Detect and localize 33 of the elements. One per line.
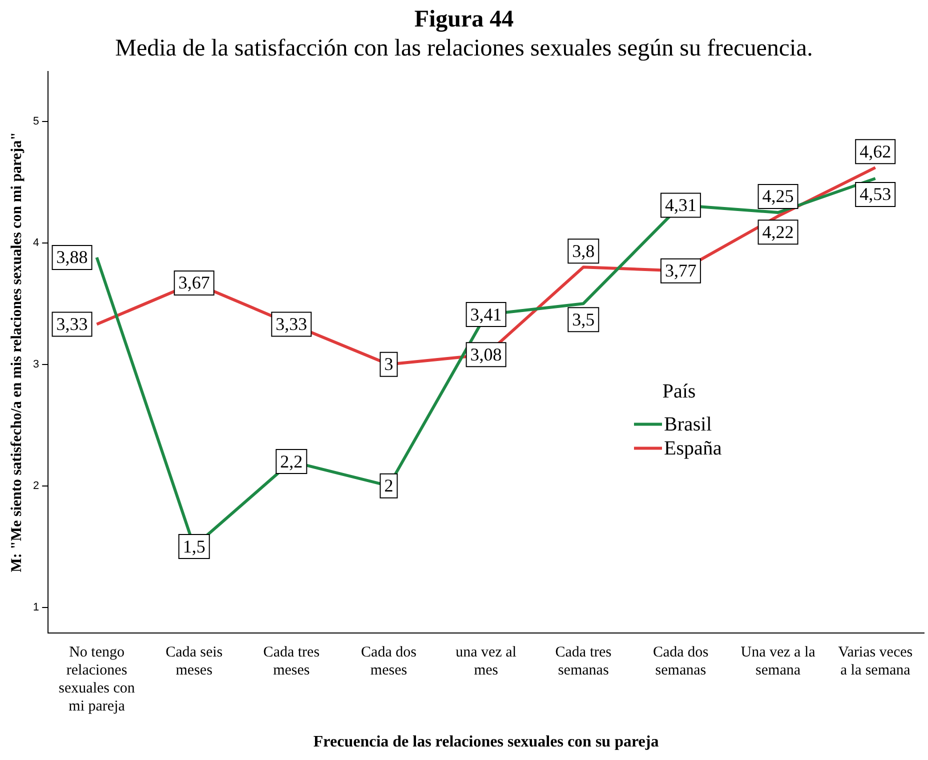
legend-label: España (664, 437, 722, 460)
data-label: 1,5 (182, 536, 206, 556)
data-label: 4,62 (860, 141, 892, 162)
legend-label: Brasil (664, 413, 712, 436)
data-label: 3,88 (56, 247, 88, 268)
x-axis-title: Frecuencia de las relaciones sexuales con su pareja (313, 734, 659, 751)
x-tick-label: Cada tres semanas (555, 644, 612, 679)
x-tick-label: Cada seis meses (166, 644, 223, 679)
data-label: 4,25 (762, 186, 794, 206)
x-tick-label: una vez al mes (456, 644, 516, 679)
data-label: 3,5 (572, 309, 595, 330)
data-label: 2 (384, 476, 394, 496)
y-tick-label: 4 (32, 236, 40, 249)
chart-title: Figura 44 (414, 6, 514, 33)
y-tick-label: 2 (32, 480, 40, 492)
y-tick-label: 1 (32, 601, 40, 614)
data-label: 3,33 (56, 314, 88, 334)
y-tick-label: 5 (32, 115, 40, 128)
y-tick-label: 3 (32, 358, 40, 370)
x-tick-label: Cada dos semanas (652, 644, 709, 679)
x-tick-label: Varias veces a la semana (838, 644, 913, 679)
x-tick-label: Una vez a la semana (740, 644, 816, 679)
x-tick-label: No tengo relaciones sexuales con mi pareja (58, 644, 136, 715)
y-axis-title: M: "Me siento satisfecho/a en mis relaciones sexuales con mi pareja" (8, 132, 25, 572)
data-label: 3 (384, 354, 394, 374)
x-tick-label: Cada tres meses (263, 644, 320, 679)
legend-title: País (662, 380, 696, 402)
chart-subtitle: Media de la satisfacción con las relaciones sexuales según su frecuencia. (115, 35, 813, 62)
data-label: 4,22 (762, 222, 794, 242)
data-label: 3,8 (572, 240, 595, 261)
x-tick-label: Cada dos meses (361, 644, 417, 679)
data-label: 2,2 (280, 451, 303, 472)
data-label: 4,53 (860, 184, 892, 204)
